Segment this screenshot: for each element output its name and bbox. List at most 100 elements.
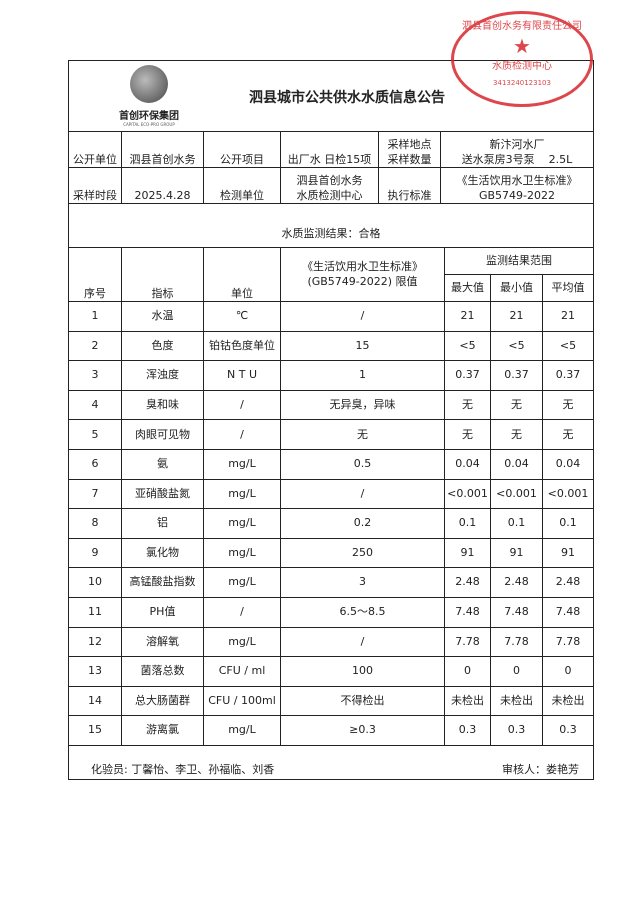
table-row: 4 臭和味 / 无异臭，异味无无无: [68, 389, 594, 421]
cell: 7.78: [444, 626, 491, 658]
col-range: 监测结果范围: [444, 247, 594, 275]
star-icon: ★: [513, 34, 531, 58]
cell: 91: [490, 537, 543, 569]
logo-text: 首创环保集团: [119, 111, 179, 122]
cell: 无: [490, 389, 543, 421]
table-row: 14 总大肠菌群 CFU / 100ml 不得检出 未检出 未检出 未检出: [68, 685, 594, 717]
table-row: 13 菌落总数 CFU / ml 100 0 0 0: [68, 656, 594, 687]
cell: mg/L: [203, 448, 281, 480]
cell: CFU / 100ml: [203, 685, 281, 717]
results-table: 水质监测结果：合格 序号 指标 单位 《生活饮用水卫生标准》 (GB5749-20…: [68, 221, 594, 746]
cell: 未检出: [490, 685, 543, 717]
cell: mg/L: [203, 508, 281, 539]
cell: 7: [68, 478, 122, 510]
cell: 0.1: [490, 508, 543, 539]
unit-value: 泗县首创水务: [121, 131, 204, 168]
cell: 0.3: [542, 715, 594, 746]
cell: 2.48: [490, 567, 543, 598]
cell: ≥0.3: [280, 715, 445, 746]
cell: 21: [444, 301, 491, 332]
col-limit: 《生活饮用水卫生标准》 (GB5749-2022) 限值: [280, 247, 445, 302]
table-row: 5 肉眼可见物 / 无无无无: [68, 419, 594, 450]
cell: mg/L: [203, 537, 281, 569]
testers: 化验员: 丁馨怡、李卫、孙福临、刘香: [91, 763, 275, 776]
cell: 6: [68, 448, 122, 480]
cell: 2.48: [444, 567, 491, 598]
cell: 铂钴色度单位: [203, 330, 281, 362]
cell: 21: [542, 301, 594, 332]
table-row: 3 浑浊度 N T U 1 0.37 0.37 0.37: [68, 360, 594, 391]
cell: 0.2: [280, 508, 445, 539]
cell: 未检出: [444, 685, 491, 717]
time-value: 2025.4.28: [121, 167, 204, 204]
std-label: 执行标准: [378, 167, 441, 204]
cell: 12: [68, 626, 122, 658]
cell: 15: [68, 715, 122, 746]
notice-sheet: 首创环保集团 CAPITAL ECO-PRO GROUP 泗县城市公共供水水质信…: [68, 11, 594, 780]
cell: 15: [280, 330, 445, 362]
cell: /: [203, 389, 281, 421]
cell: mg/L: [203, 567, 281, 598]
table-row: 12 溶解氧 mg/L/7.78 7.78 7.78: [68, 626, 594, 658]
item-value: 出厂水 日检15项: [280, 131, 379, 168]
cell: 高锰酸盐指数: [121, 567, 204, 598]
cell: 总大肠菌群: [121, 685, 204, 717]
cell: 0: [444, 656, 491, 687]
cell: 0.1: [444, 508, 491, 539]
cell: /: [280, 478, 445, 510]
table-row: 9 氯化物 mg/L 250 91 91 91: [68, 537, 594, 569]
cell: 2.48: [542, 567, 594, 598]
cell: mg/L: [203, 478, 281, 510]
cell: <5: [542, 330, 594, 362]
cell: 13: [68, 656, 122, 687]
lab-label: 检测单位: [203, 167, 281, 204]
cell: 1: [68, 301, 122, 332]
cell: 0: [490, 656, 543, 687]
cell: 2: [68, 330, 122, 362]
cell: /: [280, 626, 445, 658]
cell: 7.78: [542, 626, 594, 658]
cell: 4: [68, 389, 122, 421]
cell: 未检出: [542, 685, 594, 717]
cell: PH值: [121, 596, 204, 628]
cell: /: [280, 301, 445, 332]
cell: 9: [68, 537, 122, 569]
cell: 无: [444, 389, 491, 421]
cell: 0.1: [542, 508, 594, 539]
cell: mg/L: [203, 626, 281, 658]
col-max: 最大值: [444, 274, 491, 302]
cell: <5: [490, 330, 543, 362]
col-avg: 平均值: [542, 274, 594, 302]
cell: 色度: [121, 330, 204, 362]
cell: 250: [280, 537, 445, 569]
cell: <0.001: [444, 478, 491, 510]
cell: 1: [280, 360, 445, 391]
cell: 臭和味: [121, 389, 204, 421]
cell: 0.37: [542, 360, 594, 391]
std-value: 《生活饮用水卫生标准》 GB5749-2022: [440, 167, 594, 204]
table-row: 15 游离氯 mg/L ≥0.3 0.3 0.3 0.3: [68, 715, 594, 746]
col-unit: 单位: [203, 247, 281, 302]
cell: /: [203, 419, 281, 450]
table-row: 7 亚硝酸盐氮 mg/L / <0.001 <0.001 <0.001: [68, 478, 594, 510]
site-value: 新汴河水厂 送水泵房3号泵 2.5L: [440, 131, 594, 168]
cell: 无: [542, 419, 594, 450]
reviewer: 审核人：娄艳芳: [502, 763, 579, 776]
cell: 7.48: [542, 596, 594, 628]
cell: ℃: [203, 301, 281, 332]
col-no: 序号: [68, 247, 122, 302]
cell: 0.04: [542, 448, 594, 480]
cell: 无: [490, 419, 543, 450]
cell: 7.48: [490, 596, 543, 628]
cell: 无: [542, 389, 594, 421]
cell: 无异臭，异味: [280, 389, 445, 421]
cell: 菌落总数: [121, 656, 204, 687]
cell: 无: [280, 419, 445, 450]
cell: 7.48: [444, 596, 491, 628]
table-row: 11 PH值/6.5～8.5 7.48 7.48 7.48: [68, 596, 594, 628]
cell: 铝: [121, 508, 204, 539]
cell: 氨: [121, 448, 204, 480]
info-table: 公开单位 泗县首创水务 公开项目 出厂水 日检15项 采样地点 采样数量 新汴河水…: [68, 131, 594, 204]
cell: 0: [542, 656, 594, 687]
cell: 3: [280, 567, 445, 598]
